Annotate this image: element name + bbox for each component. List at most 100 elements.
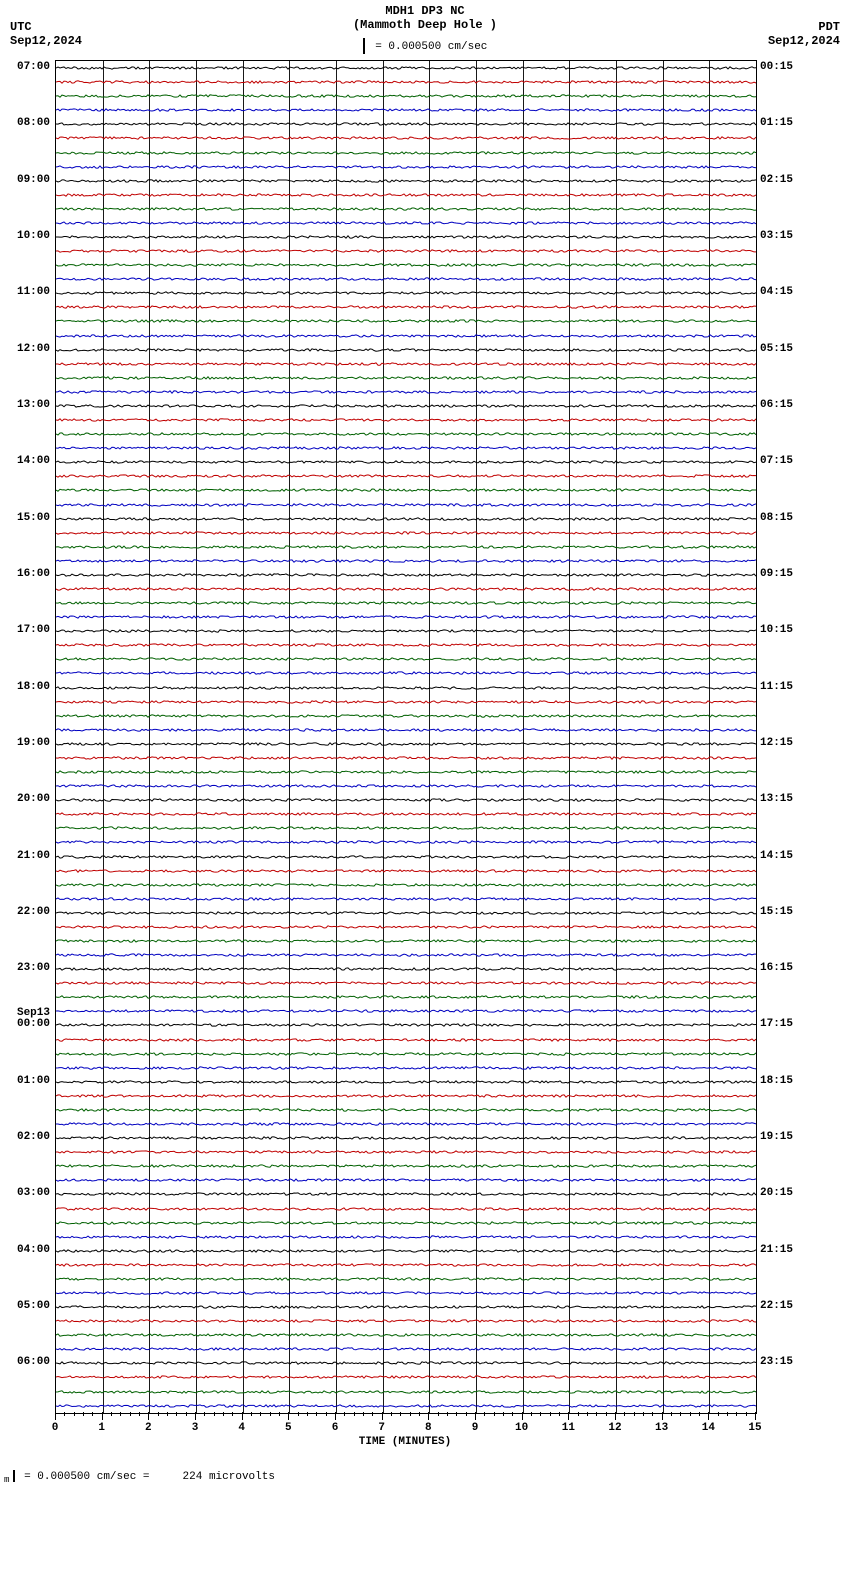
- trace-row: [56, 976, 756, 990]
- trace-row: [56, 188, 756, 202]
- x-tick-minor: [64, 1412, 65, 1416]
- trace-row: [56, 1286, 756, 1300]
- trace-row: [56, 568, 756, 582]
- trace-row: [56, 314, 756, 328]
- trace-row: [56, 498, 756, 512]
- trace-row: [56, 1173, 756, 1187]
- utc-time-label: 05:00: [2, 1300, 50, 1312]
- x-tick-minor: [111, 1412, 112, 1416]
- local-time-label: 15:15: [760, 906, 793, 918]
- trace-row: [56, 540, 756, 554]
- x-tick-minor: [596, 1412, 597, 1416]
- trace-row: [56, 1131, 756, 1145]
- local-time-label: 08:15: [760, 512, 793, 524]
- trace-row: [56, 934, 756, 948]
- utc-time-label: 09:00: [2, 174, 50, 186]
- tz-left: UTC Sep12,2024: [10, 20, 82, 49]
- trace-row: [56, 666, 756, 680]
- x-tick-minor: [74, 1412, 75, 1416]
- utc-time-label: 10:00: [2, 230, 50, 242]
- x-tick-minor: [671, 1412, 672, 1416]
- trace-row: [56, 1159, 756, 1173]
- utc-time-label: 19:00: [2, 737, 50, 749]
- x-tick-minor: [279, 1412, 280, 1416]
- x-tick-minor: [699, 1412, 700, 1416]
- footer-scale: m = 0.000500 cm/sec = 224 microvolts: [4, 1470, 275, 1485]
- trace-row: [56, 441, 756, 455]
- x-tick-label: 8: [425, 1422, 432, 1434]
- x-tick-minor: [419, 1412, 420, 1416]
- trace-row: [56, 343, 756, 357]
- x-tick-minor: [456, 1412, 457, 1416]
- trace-row: [56, 1202, 756, 1216]
- seismogram-plot: [55, 60, 757, 1414]
- utc-time-label: 12:00: [2, 343, 50, 355]
- utc-time-label: 08:00: [2, 117, 50, 129]
- x-tick-major: [148, 1412, 149, 1420]
- scale-bar-text: = 0.000500 cm/sec: [375, 41, 487, 53]
- trace-row: [56, 230, 756, 244]
- local-time-label: 03:15: [760, 230, 793, 242]
- x-tick-minor: [503, 1412, 504, 1416]
- local-time-label: 16:15: [760, 962, 793, 974]
- trace-row: [56, 878, 756, 892]
- x-tick-major: [662, 1412, 663, 1420]
- local-time-label: 07:15: [760, 455, 793, 467]
- x-tick-minor: [139, 1412, 140, 1416]
- trace-row: [56, 821, 756, 835]
- trace-row: [56, 864, 756, 878]
- trace-row: [56, 1103, 756, 1117]
- x-tick-minor: [92, 1412, 93, 1416]
- x-tick-minor: [176, 1412, 177, 1416]
- x-tick-minor: [746, 1412, 747, 1416]
- trace-row: [56, 906, 756, 920]
- x-tick-minor: [307, 1412, 308, 1416]
- trace-row: [56, 1370, 756, 1384]
- x-tick-minor: [186, 1412, 187, 1416]
- x-tick-minor: [512, 1412, 513, 1416]
- x-tick-minor: [531, 1412, 532, 1416]
- trace-row: [56, 1033, 756, 1047]
- trace-row: [56, 131, 756, 145]
- local-time-label: 05:15: [760, 343, 793, 355]
- x-tick-minor: [298, 1412, 299, 1416]
- trace-row: [56, 582, 756, 596]
- trace-row: [56, 1145, 756, 1159]
- local-time-label: 06:15: [760, 399, 793, 411]
- x-tick-label: 13: [655, 1422, 668, 1434]
- trace-row: [56, 413, 756, 427]
- trace-row: [56, 850, 756, 864]
- trace-row: [56, 1272, 756, 1286]
- x-tick-major: [615, 1412, 616, 1420]
- x-tick-minor: [270, 1412, 271, 1416]
- scale-bar: = 0.000500 cm/sec: [0, 38, 850, 54]
- local-time-label: 22:15: [760, 1300, 793, 1312]
- local-time-label: 18:15: [760, 1075, 793, 1087]
- seismogram-container: MDH1 DP3 NC (Mammoth Deep Hole ) = 0.000…: [0, 0, 850, 1584]
- tz-right-date: Sep12,2024: [768, 34, 840, 48]
- utc-time-label: 17:00: [2, 624, 50, 636]
- x-tick-label: 10: [515, 1422, 528, 1434]
- trace-row: [56, 1117, 756, 1131]
- trace-row: [56, 526, 756, 540]
- trace-row: [56, 638, 756, 652]
- x-tick-minor: [587, 1412, 588, 1416]
- x-tick-major: [102, 1412, 103, 1420]
- utc-time-label: 21:00: [2, 850, 50, 862]
- trace-row: [56, 1075, 756, 1089]
- trace-row: [56, 1047, 756, 1061]
- trace-row: [56, 258, 756, 272]
- trace-row: [56, 962, 756, 976]
- day-change-label: Sep13: [2, 1007, 50, 1019]
- local-time-label: 09:15: [760, 568, 793, 580]
- utc-time-label: 02:00: [2, 1131, 50, 1143]
- x-tick-minor: [120, 1412, 121, 1416]
- x-tick-major: [242, 1412, 243, 1420]
- x-tick-minor: [400, 1412, 401, 1416]
- trace-row: [56, 300, 756, 314]
- header: MDH1 DP3 NC (Mammoth Deep Hole ): [0, 4, 850, 33]
- x-tick-label: 15: [748, 1422, 761, 1434]
- x-tick-minor: [624, 1412, 625, 1416]
- x-tick-minor: [727, 1412, 728, 1416]
- x-tick-major: [568, 1412, 569, 1420]
